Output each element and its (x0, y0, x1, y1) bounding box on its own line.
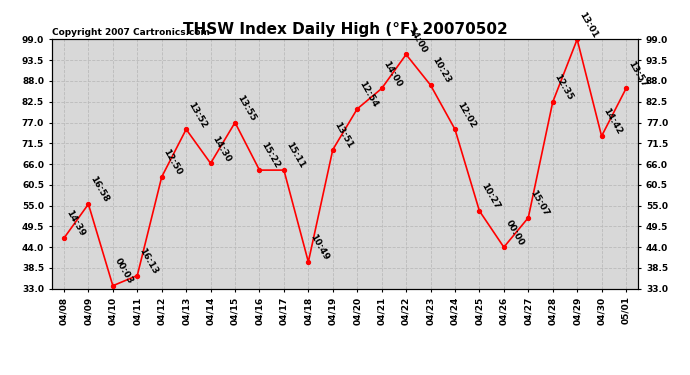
Point (498, 244, 509, 250)
Text: 10:49: 10:49 (308, 232, 331, 262)
Text: 14:00: 14:00 (406, 25, 428, 54)
Point (108, 283, 119, 289)
Point (278, 167, 289, 173)
Text: 14:39: 14:39 (64, 209, 86, 238)
Point (425, 82, 436, 88)
Point (132, 273, 143, 279)
Point (181, 126, 192, 132)
Text: 00:00: 00:00 (504, 218, 526, 247)
Text: 14:42: 14:42 (602, 106, 624, 136)
Point (230, 120, 241, 126)
Point (205, 160, 216, 166)
Text: 15:07: 15:07 (529, 188, 551, 218)
Text: 13:52: 13:52 (186, 100, 208, 129)
Point (83, 201, 94, 207)
Text: 13:57: 13:57 (626, 59, 648, 88)
Text: 10:27: 10:27 (480, 182, 502, 211)
Point (474, 208, 485, 214)
Text: 16:13: 16:13 (137, 246, 159, 276)
Point (620, 86, 631, 92)
Point (523, 215, 534, 221)
Point (59, 235, 70, 241)
Point (303, 259, 314, 265)
Title: THSW Index Daily High (°F) 20070502: THSW Index Daily High (°F) 20070502 (183, 22, 507, 37)
Text: 00:03: 00:03 (113, 257, 135, 286)
Text: 14:30: 14:30 (210, 134, 233, 163)
Point (571, 36, 582, 42)
Point (254, 167, 265, 173)
Point (401, 51, 412, 57)
Text: 13:01: 13:01 (577, 10, 599, 39)
Point (352, 106, 363, 112)
Text: 15:11: 15:11 (284, 141, 306, 170)
Point (376, 86, 387, 92)
Text: 16:58: 16:58 (88, 175, 110, 204)
Point (596, 133, 607, 139)
Text: 10:23: 10:23 (431, 56, 453, 85)
Text: 13:51: 13:51 (333, 120, 355, 150)
Point (156, 174, 167, 180)
Text: 12:54: 12:54 (357, 80, 380, 109)
Point (547, 99, 558, 105)
Text: 15:22: 15:22 (259, 141, 282, 170)
Text: 12:35: 12:35 (553, 73, 575, 102)
Text: 13:55: 13:55 (235, 93, 257, 123)
Text: 12:02: 12:02 (455, 100, 477, 129)
Point (327, 147, 338, 153)
Text: 14:00: 14:00 (382, 59, 404, 88)
Text: Copyright 2007 Cartronics.com: Copyright 2007 Cartronics.com (52, 28, 210, 37)
Text: 12:50: 12:50 (161, 148, 184, 177)
Point (449, 126, 460, 132)
